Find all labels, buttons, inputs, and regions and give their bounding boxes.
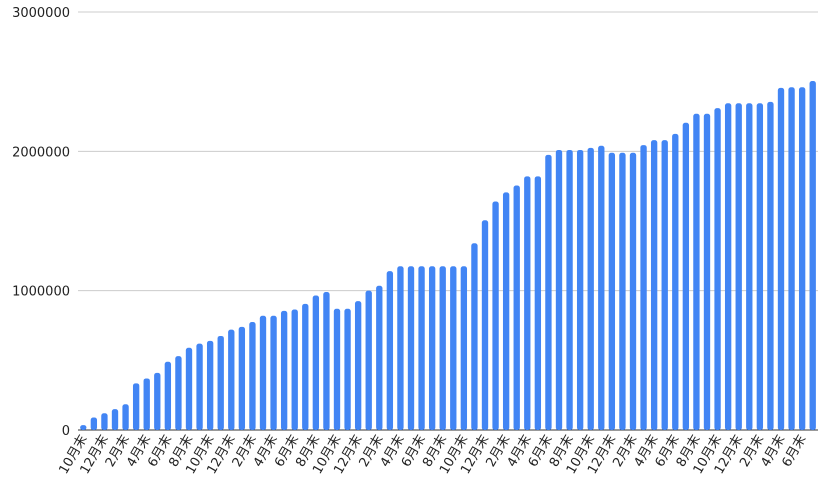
bar xyxy=(154,372,161,430)
bar xyxy=(259,315,267,430)
bar xyxy=(471,243,478,430)
bar xyxy=(714,108,721,430)
bar xyxy=(798,87,806,431)
bar xyxy=(111,409,119,430)
bar xyxy=(333,308,341,430)
bar xyxy=(143,378,150,430)
bar xyxy=(101,413,108,430)
bar xyxy=(175,356,182,430)
bar xyxy=(650,140,658,431)
bar xyxy=(724,103,732,430)
bar xyxy=(767,101,774,431)
bar xyxy=(418,266,425,430)
bar xyxy=(270,315,277,430)
bar xyxy=(450,266,457,430)
bar xyxy=(407,266,415,430)
bar xyxy=(682,122,690,431)
bar xyxy=(640,145,647,430)
bar xyxy=(249,322,256,430)
bar xyxy=(608,152,616,430)
bar xyxy=(661,140,668,431)
bar xyxy=(280,310,288,430)
bar xyxy=(756,103,764,430)
bar xyxy=(566,149,573,430)
bar xyxy=(502,192,510,430)
bar xyxy=(703,113,711,431)
bar xyxy=(788,87,795,431)
bar xyxy=(386,271,394,430)
bar xyxy=(217,335,224,430)
bar xyxy=(576,149,584,430)
bar xyxy=(397,266,404,430)
bar xyxy=(587,147,594,430)
bar xyxy=(735,103,742,430)
bar xyxy=(206,340,214,430)
bar xyxy=(185,347,193,430)
bar xyxy=(693,113,700,431)
bar xyxy=(291,309,298,430)
bar xyxy=(80,425,87,430)
bar xyxy=(746,103,753,430)
bar xyxy=(196,343,203,430)
bar xyxy=(302,303,309,430)
bar xyxy=(545,154,552,431)
bar xyxy=(629,152,637,430)
bar xyxy=(555,149,563,430)
bar xyxy=(132,383,140,430)
bar xyxy=(481,220,489,430)
bar xyxy=(365,290,372,430)
y-tick-label: 3000000 xyxy=(12,6,70,21)
bar xyxy=(323,292,330,430)
y-tick-label: 2000000 xyxy=(12,145,70,160)
bar xyxy=(376,285,383,430)
bar xyxy=(672,133,679,430)
bar xyxy=(122,404,129,430)
bar xyxy=(598,145,605,430)
bar xyxy=(809,80,816,430)
bar xyxy=(90,417,98,430)
bar xyxy=(492,201,499,430)
bar xyxy=(524,176,531,430)
bar xyxy=(344,308,351,430)
bar xyxy=(164,361,172,430)
y-tick-label: 0 xyxy=(62,424,70,439)
bar xyxy=(312,295,320,430)
bar xyxy=(513,185,520,430)
bar xyxy=(238,326,246,430)
bar xyxy=(439,266,446,430)
bar xyxy=(354,301,362,430)
bar xyxy=(228,329,235,430)
y-tick-label: 1000000 xyxy=(12,285,70,300)
bar xyxy=(460,266,468,430)
bar xyxy=(428,266,436,430)
bar xyxy=(534,176,542,430)
bar xyxy=(619,152,626,430)
bar xyxy=(777,87,785,430)
